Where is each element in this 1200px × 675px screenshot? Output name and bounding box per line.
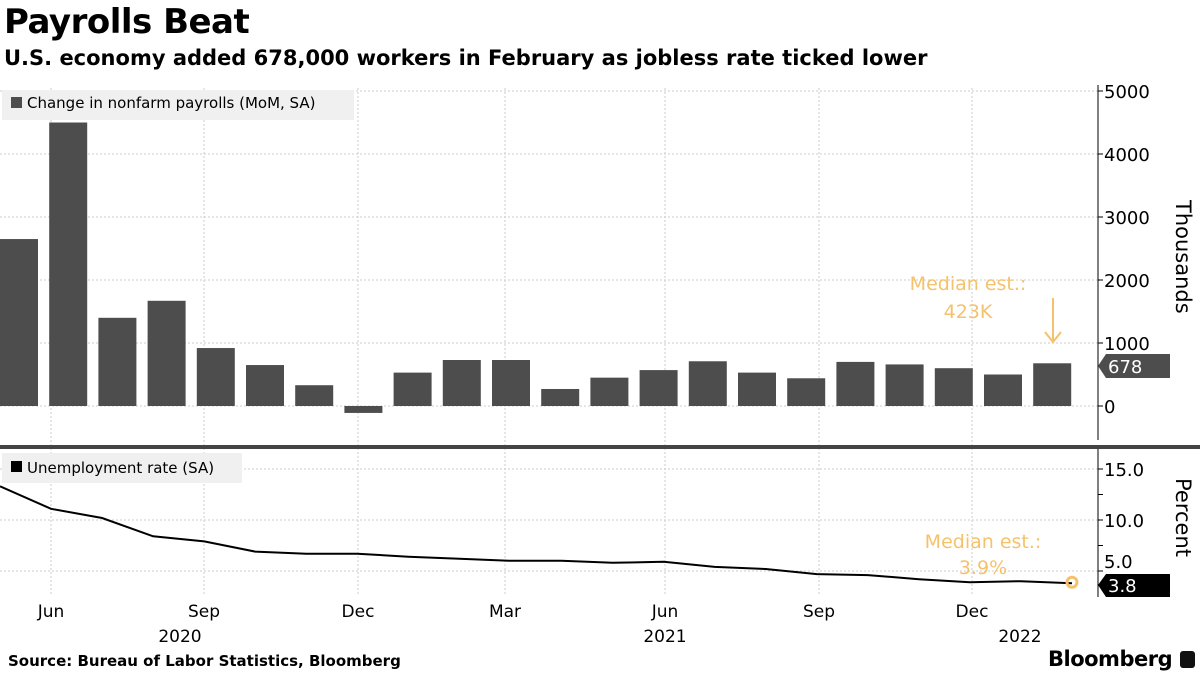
y-tick-label: 10.0 [1104, 511, 1144, 532]
x-tick-label: Jun [37, 602, 65, 622]
last-value-label: 3.8 [1108, 576, 1137, 597]
bar [344, 406, 383, 413]
last-value-tag [1098, 574, 1170, 597]
unemployment-line [0, 485, 1073, 585]
year-label: 2022 [998, 627, 1041, 647]
bar [541, 388, 580, 406]
bar [147, 300, 186, 406]
bar [590, 377, 629, 406]
last-value-label: 678 [1108, 357, 1142, 378]
legend-swatch [11, 461, 22, 472]
y-tick-label: 0 [1104, 397, 1115, 418]
bar [738, 372, 776, 406]
y-axis-title: Thousands [1171, 199, 1195, 314]
legend-background [2, 453, 242, 483]
x-tick-label: Dec [342, 602, 375, 622]
bar [246, 365, 284, 406]
x-tick-label: Sep [188, 602, 220, 622]
y-tick-label: 3000 [1104, 208, 1150, 229]
y-tick-label: 5.0 [1104, 552, 1133, 573]
bloomberg-logo: Bloomberg [1048, 647, 1173, 671]
x-tick-label: Mar [489, 602, 521, 622]
last-value-tag [1098, 354, 1170, 378]
bar [639, 370, 678, 406]
year-label: 2021 [643, 627, 686, 647]
bar [442, 360, 481, 406]
panel-divider [0, 445, 1200, 449]
bar [688, 361, 727, 406]
bar [196, 348, 235, 406]
annotation-arrowhead [1044, 331, 1062, 344]
annotation-text: 3.9% [959, 557, 1007, 579]
bar [836, 361, 875, 406]
bar [0, 239, 38, 406]
legend-background [2, 90, 354, 120]
x-tick-label: Dec [956, 602, 989, 622]
source-note: Source: Bureau of Labor Statistics, Bloo… [8, 652, 401, 670]
y-tick-label: 5000 [1104, 82, 1150, 103]
annotation-text: Median est.: [910, 273, 1027, 295]
y-tick-label: 4000 [1104, 145, 1150, 166]
bloomberg-icon [1180, 651, 1195, 668]
bar [984, 374, 1022, 406]
bar [49, 122, 88, 406]
y-tick-label: 2000 [1104, 271, 1150, 292]
chart-subtitle: U.S. economy added 678,000 workers in Fe… [4, 46, 928, 70]
bar [98, 317, 137, 406]
y-axis-title: Percent [1171, 478, 1195, 557]
bar [295, 385, 334, 406]
y-tick-label: 15.0 [1104, 460, 1144, 481]
annotation-text: 423K [944, 301, 993, 323]
y-tick-label: 1000 [1104, 334, 1150, 355]
bar [885, 364, 924, 406]
bar [393, 372, 432, 406]
x-tick-label: Jun [651, 602, 679, 622]
estimate-marker [1065, 575, 1079, 589]
legend-label: Change in nonfarm payrolls (MoM, SA) [27, 94, 315, 112]
year-label: 2020 [158, 627, 201, 647]
bar [492, 360, 530, 406]
x-tick-label: Sep [803, 602, 835, 622]
legend-label: Unemployment rate (SA) [27, 459, 214, 477]
chart-title: Payrolls Beat [4, 2, 250, 42]
legend-swatch [11, 97, 22, 108]
bar [787, 378, 826, 406]
bar [934, 368, 973, 406]
bar [1033, 363, 1072, 406]
annotation-text: Median est.: [925, 531, 1042, 553]
